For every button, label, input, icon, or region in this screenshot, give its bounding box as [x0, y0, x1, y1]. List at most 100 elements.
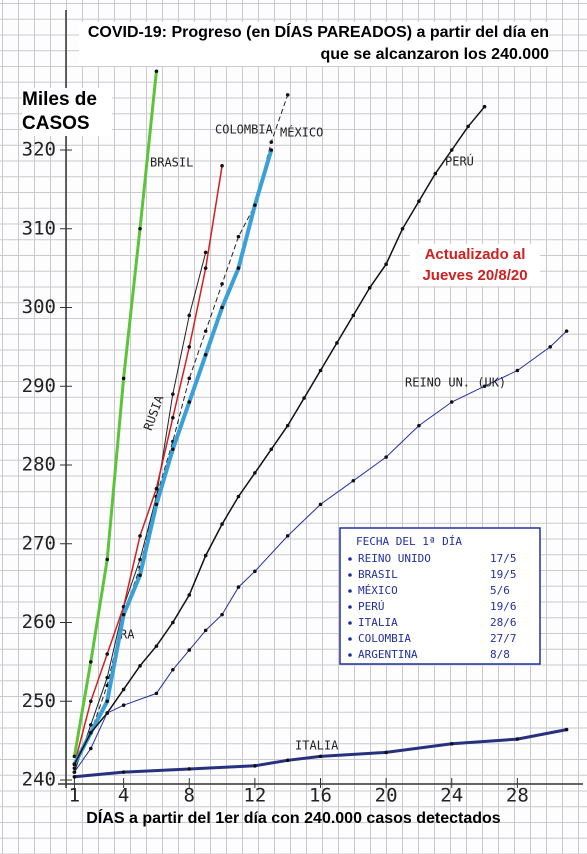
series-label: MÉXICO	[280, 125, 323, 140]
data-point	[72, 754, 77, 759]
series-label: ITALIA	[295, 739, 339, 753]
data-point	[121, 687, 126, 692]
data-point	[515, 368, 520, 373]
x-axis-label: DÍAS a partir del 1er día con 240.000 ca…	[86, 810, 501, 827]
data-point	[105, 557, 110, 562]
x-tick-label: 12	[243, 785, 266, 807]
data-point	[105, 652, 110, 656]
data-point	[269, 447, 274, 452]
data-point	[318, 754, 323, 759]
legend-name: MÉXICO	[358, 584, 398, 597]
data-point	[203, 266, 208, 270]
data-point	[384, 262, 388, 266]
data-point	[449, 400, 454, 404]
legend-date: 19/6	[490, 600, 517, 613]
data-point	[138, 534, 142, 538]
legend-name: BRASIL	[358, 568, 398, 581]
data-point	[318, 368, 323, 373]
data-point	[220, 305, 224, 310]
data-point	[564, 727, 569, 732]
series-label: RA	[120, 628, 135, 642]
series-label: RUSIA	[141, 393, 167, 432]
data-point	[220, 163, 224, 168]
data-point	[171, 620, 175, 625]
data-point	[236, 494, 241, 499]
x-tick-label: 16	[309, 785, 332, 807]
series-line	[72, 71, 158, 757]
data-point	[285, 758, 290, 763]
y-axis-label: Miles de CASOS	[22, 88, 112, 136]
data-point	[285, 423, 290, 428]
data-point	[187, 345, 192, 349]
data-point	[89, 746, 93, 751]
data-point	[269, 148, 274, 152]
data-point	[121, 770, 126, 774]
data-point	[203, 553, 208, 558]
data-point	[482, 384, 487, 389]
data-point	[154, 502, 159, 507]
data-point	[367, 286, 372, 290]
data-point	[171, 447, 175, 452]
data-point	[335, 341, 339, 345]
data-point	[269, 140, 274, 144]
series-line	[73, 252, 207, 773]
legend-date: 19/5	[490, 568, 517, 581]
data-point	[253, 471, 257, 475]
data-point	[171, 392, 175, 396]
series-line	[74, 728, 567, 779]
data-point	[89, 699, 93, 704]
x-tick-label: 20	[375, 785, 398, 807]
data-point	[105, 711, 110, 715]
data-point	[187, 400, 192, 404]
data-point	[220, 612, 224, 617]
data-point	[236, 266, 241, 270]
legend-title: FECHA DEL 1ª DÍA	[356, 535, 462, 548]
data-point	[417, 199, 421, 203]
data-point	[138, 664, 142, 668]
legend-date: 8/8	[490, 648, 510, 661]
data-point	[154, 486, 159, 491]
data-point	[564, 329, 569, 333]
legend-date: 27/7	[490, 632, 517, 645]
x-tick-label: 28	[506, 785, 529, 807]
legend-name: ARGENTINA	[358, 648, 418, 661]
legend-bullet	[348, 605, 352, 609]
y-tick-label: 250	[22, 690, 56, 712]
data-point	[417, 423, 421, 428]
data-point	[384, 750, 388, 755]
y-tick-label: 280	[22, 454, 56, 476]
legend-bullet	[348, 621, 352, 625]
legend-name: REINO UNIDO	[358, 552, 431, 565]
data-point	[220, 522, 224, 526]
data-point	[154, 691, 159, 696]
data-point	[203, 329, 208, 333]
y-tick-label: 290	[22, 375, 56, 397]
data-point	[285, 93, 290, 97]
y-tick-label: 310	[22, 217, 56, 239]
data-point	[253, 764, 257, 768]
data-point	[203, 352, 208, 357]
legend-box	[339, 527, 541, 665]
x-tick-label: 8	[184, 785, 195, 807]
series-line	[73, 106, 486, 765]
data-point	[466, 124, 470, 129]
legend-bullet	[348, 637, 352, 641]
data-point	[89, 723, 93, 727]
data-point	[154, 69, 159, 74]
data-point	[203, 250, 208, 255]
data-point	[187, 648, 192, 652]
data-point	[548, 345, 552, 349]
data-point	[105, 675, 110, 680]
legend-bullet	[348, 653, 352, 657]
data-point	[236, 585, 241, 589]
data-point	[400, 226, 405, 231]
data-point	[351, 478, 356, 483]
series-line	[72, 149, 274, 766]
series-label: BRASIL	[150, 156, 193, 170]
data-point	[433, 171, 438, 176]
data-point	[121, 376, 126, 381]
legend-bullet	[348, 557, 352, 561]
data-point	[138, 557, 142, 562]
series-label: PERÚ	[445, 154, 474, 169]
